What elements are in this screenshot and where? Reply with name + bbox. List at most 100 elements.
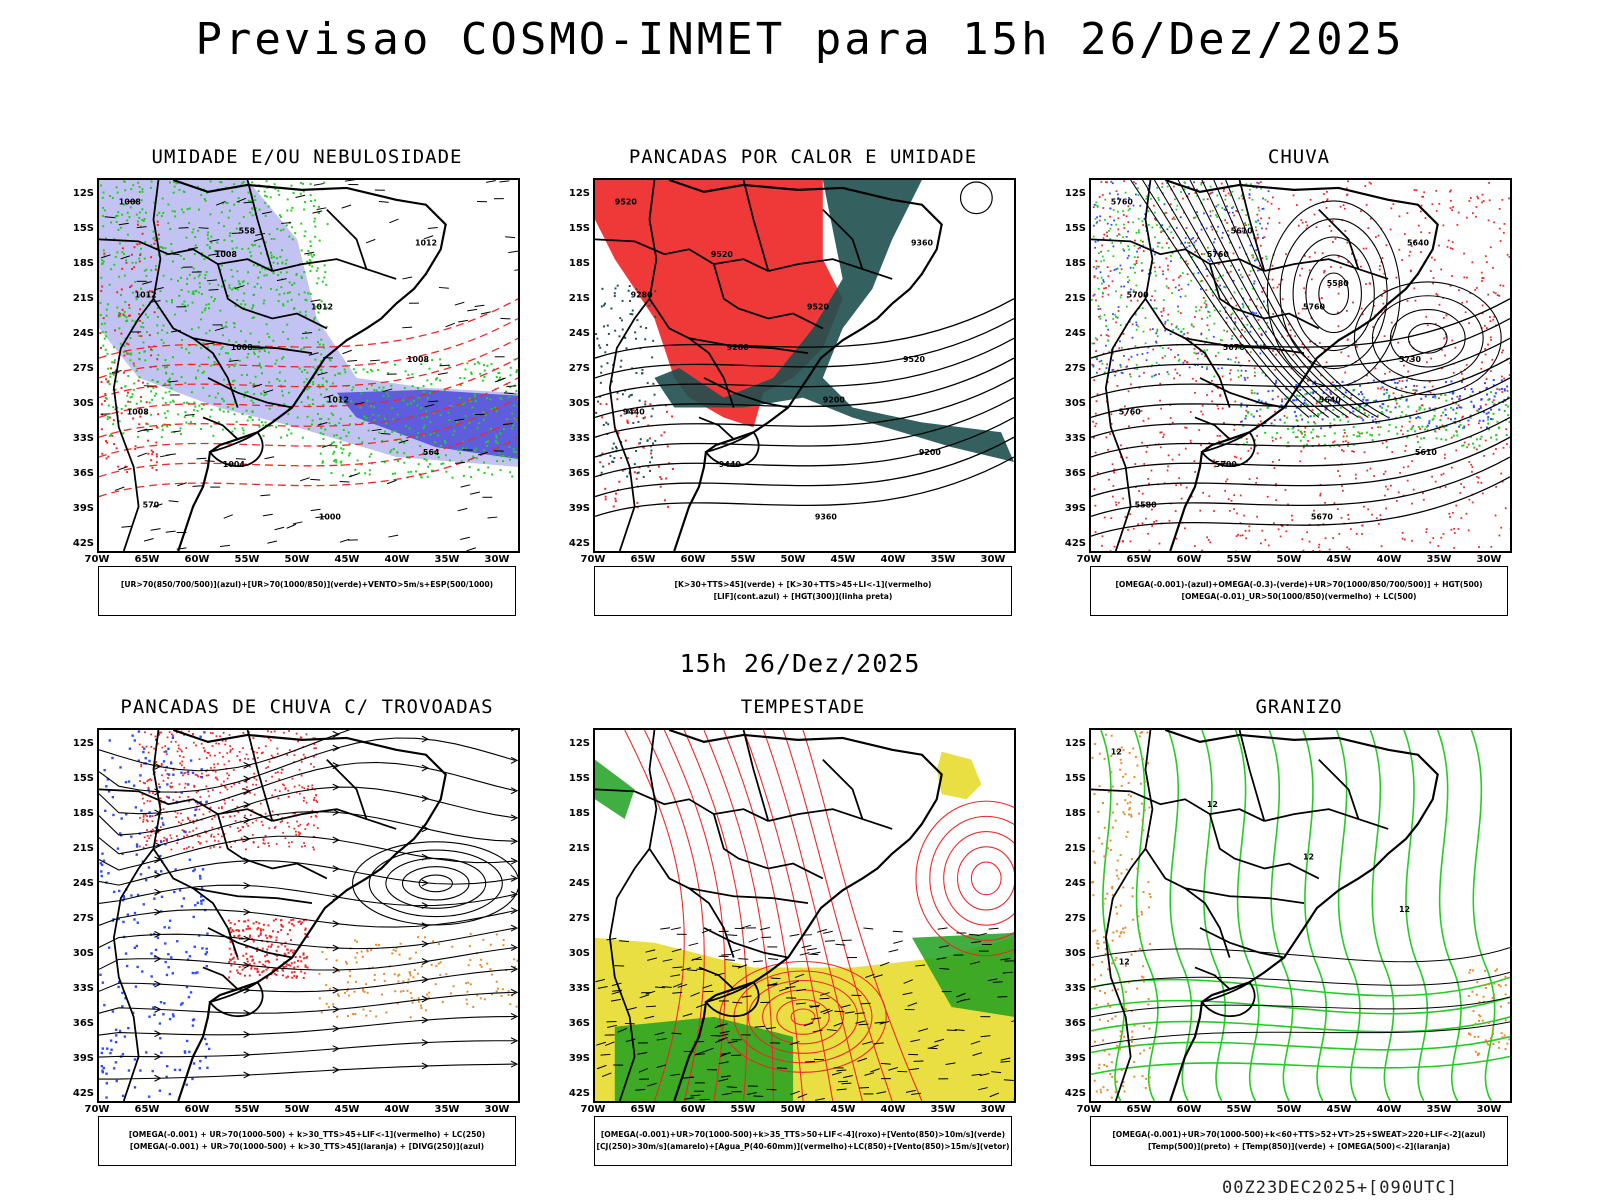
latitude-tick-label: 30S [72, 948, 94, 959]
latitude-tick-label: 33S [72, 983, 94, 994]
temp-contour [1133, 730, 1159, 1101]
water-ring [970, 861, 1002, 896]
longitude-tick-label: 45W [830, 554, 856, 565]
state-border [217, 263, 328, 330]
longitude-tick-label: 55W [1226, 1104, 1252, 1115]
longitude-tick-label: 35W [930, 554, 956, 565]
red-storm-dots-south [227, 918, 309, 980]
longitude-tick-label: 40W [384, 554, 410, 565]
latitude-tick-label: 42S [1064, 1088, 1086, 1099]
water-ring [915, 800, 1014, 957]
panel-title: TEMPESTADE [740, 696, 866, 718]
contour-label: 12 [1399, 905, 1410, 914]
contour-label-group: 12 12 12 12 12 [1111, 748, 1410, 967]
streamline [1177, 180, 1349, 418]
state-border [1194, 966, 1231, 990]
longitude-tick-label: 50W [780, 1104, 806, 1115]
legend-line: [OMEGA(-0.01)_UR>50(1000/850)(vermelho) … [1181, 592, 1417, 601]
temp-contour [1403, 730, 1429, 1101]
contour-label-group: 1008 1008 1012 1008 1008 1004 1000 1012 1012 1008… [119, 198, 440, 522]
water-contour [743, 730, 834, 1101]
temp-contour [1234, 730, 1260, 1101]
latitude-tick-label: 18S [72, 258, 94, 269]
contour-label: 9200 [823, 396, 846, 405]
longitude-tick-label: 30W [484, 1104, 510, 1115]
state-border [648, 180, 735, 408]
coastline [172, 730, 447, 1101]
latitude-tick-label: 12S [568, 738, 590, 749]
streamline [1165, 180, 1339, 418]
state-border [1184, 887, 1305, 905]
temp-contour [1167, 730, 1193, 1101]
latitude-tick-label: 30S [568, 398, 590, 409]
weather-map [99, 730, 518, 1101]
cyclone-rings [352, 841, 518, 926]
height-contours [595, 298, 1014, 517]
pressure-ring [1371, 295, 1484, 382]
longitude-tick-label: 45W [334, 554, 360, 565]
contour-label: 9280 [727, 343, 750, 352]
latitude-tick-label: 42S [72, 1088, 94, 1099]
longitude-tick-label: 50W [1276, 1104, 1302, 1115]
contour-label: 1008 [407, 355, 430, 364]
red-storm-dots [138, 730, 319, 851]
latitude-tick-label: 21S [568, 293, 590, 304]
pressure-ring [1389, 309, 1466, 368]
latitude-tick-label: 24S [1064, 328, 1086, 339]
blue-rain-dots [1092, 180, 1270, 379]
state-border [207, 377, 293, 409]
pressure-ring [1353, 281, 1502, 396]
pressure-ring [1318, 272, 1350, 316]
state-border [698, 966, 735, 990]
latitude-tick-label: 36S [568, 1018, 590, 1029]
temp-contour [1091, 1035, 1510, 1054]
longitude-tick-label: 40W [1376, 554, 1402, 565]
legend-line: [OMEGA(-0.001) + UR>70(1000-500) + k>30_… [128, 1130, 486, 1139]
temp-500-contour [1091, 996, 1510, 1018]
latitude-tick-label: 33S [1064, 433, 1086, 444]
pressure-ring [1305, 254, 1362, 334]
water-ring [943, 831, 1014, 926]
state-border [595, 788, 769, 822]
cyclone-ring [418, 874, 453, 893]
legend-line: [Temp(500)](preto) + [Temp(850)](verde) … [1147, 1142, 1451, 1151]
latitude-tick-label: 18S [1064, 258, 1086, 269]
longitude-tick-label: 40W [384, 1104, 410, 1115]
contour-label: 570 [143, 500, 160, 509]
latitude-tick-label: 39S [568, 1053, 590, 1064]
state-border [1104, 848, 1147, 1101]
longitude-tick-label: 60W [1176, 1104, 1202, 1115]
latitude-tick-label: 27S [72, 913, 94, 924]
contour-label: 5670 [1311, 512, 1334, 521]
latitude-tick-label: 30S [568, 948, 590, 959]
state-border [1318, 209, 1360, 270]
state-border [742, 730, 770, 822]
contour-label: 5760 [1207, 250, 1230, 259]
longitude-tick-label: 40W [880, 554, 906, 565]
precipitable-water-contours [624, 730, 1014, 1101]
state-border [1199, 927, 1285, 959]
panel-title: PANCADAS DE CHUVA C/ TROVOADAS [120, 696, 494, 718]
temp-contour [1470, 730, 1496, 1101]
temp-contour [1201, 730, 1226, 1101]
coastline [172, 180, 447, 551]
latitude-tick-label: 12S [72, 188, 94, 199]
map-frame [593, 728, 1016, 1103]
latitude-tick-label: 27S [568, 913, 590, 924]
contour-label: 9280 [631, 291, 654, 300]
state-border [1264, 808, 1389, 830]
latitude-tick-label: 30S [1064, 948, 1086, 959]
weather-map: 9520 9520 9520 9520 9440 9440 9360 9360 9280 9280… [595, 180, 1014, 551]
legend-box: [OMEGA(-0.001)+UR>70(1000-500)+k<60+TTS>… [1090, 1116, 1508, 1166]
latitude-tick-label: 39S [1064, 1053, 1086, 1064]
streamline [1225, 180, 1389, 418]
map-frame: 5760 5760 5760 5730 5760 5700 5670 5640 5700 5670… [1089, 178, 1512, 553]
legend-box: [OMEGA(-0.001)+UR>70(1000-500)+k>35_TTS>… [594, 1116, 1012, 1166]
state-border [822, 209, 864, 270]
state-border [152, 180, 239, 408]
water-contour [723, 730, 804, 1101]
state-border [1238, 180, 1266, 272]
state-border [1264, 258, 1389, 280]
legend-line: [OMEGA(-0.001)+UR>70(1000-500)+k>35_TTS>… [600, 1130, 1006, 1139]
longitude-tick-label: 55W [234, 554, 260, 565]
